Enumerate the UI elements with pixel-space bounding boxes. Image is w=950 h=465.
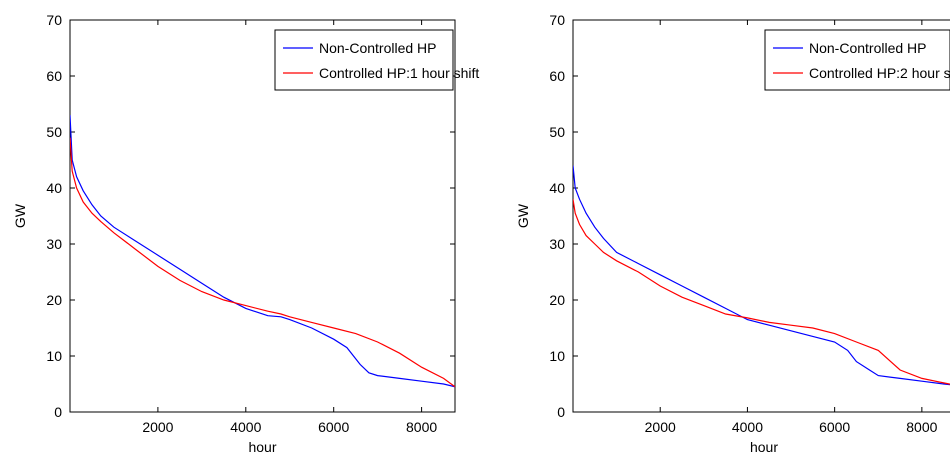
- plot2-xtick-label: 6000: [819, 419, 850, 435]
- plot1-legend-label-2: Controlled HP:1 hour shift: [319, 65, 479, 81]
- plot1-ytick-label: 40: [46, 180, 62, 196]
- plot2-xtick-label: 2000: [645, 419, 676, 435]
- plot2-ytick-label: 20: [549, 292, 565, 308]
- plot2-ytick-label: 40: [549, 180, 565, 196]
- plot2-xtick-label: 4000: [732, 419, 763, 435]
- plot1-series-line-1: [70, 115, 455, 388]
- plot2-legend-label-2: Controlled HP:2 hour shift: [809, 65, 950, 81]
- plot2-legend-label-1: Non-Controlled HP: [809, 40, 927, 56]
- plot1-ytick-label: 70: [46, 12, 62, 28]
- plot1-xtick-label: 4000: [230, 419, 261, 435]
- plot2-series-line-2: [573, 199, 950, 385]
- plot1-ytick-label: 20: [46, 292, 62, 308]
- plot2-ylabel: GW: [515, 203, 531, 228]
- plot1-xlabel: hour: [248, 439, 276, 455]
- plot1-ytick-label: 30: [46, 236, 62, 252]
- plot1-xtick-label: 2000: [142, 419, 173, 435]
- plot1-ylabel: GW: [12, 203, 28, 228]
- plot1-ytick-label: 60: [46, 68, 62, 84]
- plot1-xtick-label: 8000: [406, 419, 437, 435]
- plot2-ytick-label: 70: [549, 12, 565, 28]
- plot2-ytick-label: 60: [549, 68, 565, 84]
- plot2-ytick-label: 50: [549, 124, 565, 140]
- plot2: 0 10 20 30 40 50 60 70 2000 4000 6000 8000 hour GW Non…: [515, 12, 950, 455]
- plot1: 0 10 20 30 40 50 60 70 2000 4000 6000 8000 hour GW Non…: [12, 12, 479, 455]
- plot1-ytick-label: 10: [46, 348, 62, 364]
- plot2-ytick-label: 10: [549, 348, 565, 364]
- plot1-legend-label-1: Non-Controlled HP: [319, 40, 437, 56]
- plot2-legend-box: [764, 29, 950, 91]
- plot2-ytick-label: 0: [557, 404, 565, 420]
- plot2-xlabel: hour: [750, 439, 778, 455]
- plot2-ytick-label: 30: [549, 236, 565, 252]
- plot1-xtick-label: 6000: [318, 419, 349, 435]
- plot2-series-line-1: [573, 165, 950, 386]
- plot2-xtick-label: 8000: [906, 419, 937, 435]
- plot1-ytick-label: 0: [54, 404, 62, 420]
- plot1-legend-box: [274, 29, 454, 91]
- plot1-series-line-2: [70, 137, 455, 388]
- plot1-ytick-label: 50: [46, 124, 62, 140]
